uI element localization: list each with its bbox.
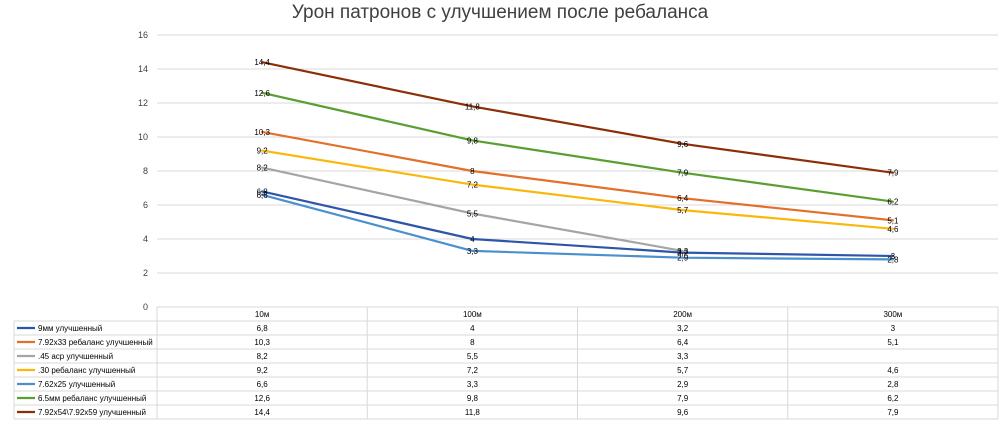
- y-tick-label: 10: [138, 132, 148, 142]
- table-cell: 5,1: [887, 338, 899, 347]
- table-cell: 14,4: [254, 408, 270, 417]
- table-cell: 8: [470, 338, 475, 347]
- y-tick-label: 16: [138, 30, 148, 40]
- data-label: 6,4: [677, 194, 689, 203]
- category-label: 10м: [255, 310, 269, 319]
- series-name: .30 ребаланс улучшенный: [38, 366, 135, 375]
- data-label: 4,6: [887, 225, 899, 234]
- data-label: 9,6: [677, 140, 689, 149]
- table-cell: 8,2: [257, 352, 269, 361]
- data-label: 8: [470, 167, 475, 176]
- series-line-4: [261, 149, 895, 230]
- y-tick-label: 0: [143, 302, 148, 312]
- data-label: 3,3: [467, 247, 479, 256]
- data-label: 9,2: [257, 147, 269, 156]
- y-tick-label: 4: [143, 234, 148, 244]
- data-label: 6,8: [257, 187, 269, 196]
- data-label: 2,9: [677, 254, 689, 263]
- table-cell: 9,2: [257, 366, 269, 375]
- series-line-2: [261, 130, 895, 222]
- chart-title: Урон патронов с улучшением после ребалан…: [291, 2, 709, 23]
- data-label: 3: [891, 252, 896, 261]
- table-cell: 5,7: [677, 366, 689, 375]
- series-line-6: [261, 91, 895, 203]
- data-labels: 6,8 4 3,2 3 10,3 8 6,4 5,1 8,2 5,5 3,3 9,2 7,2 5,7 4,6…: [254, 58, 899, 264]
- category-label: 300м: [883, 310, 902, 319]
- series-line-5: [261, 193, 895, 261]
- data-label: 2,8: [887, 255, 899, 264]
- series-line-1: [261, 190, 895, 258]
- data-label: 6,2: [887, 198, 899, 207]
- table-cell: 4: [470, 324, 475, 333]
- data-label: 12,6: [254, 89, 270, 98]
- category-label: 100м: [463, 310, 482, 319]
- table-cell: 2,9: [677, 380, 689, 389]
- table-cell: 6,6: [257, 380, 269, 389]
- data-label: 3,2: [677, 249, 689, 258]
- gridlines: [157, 34, 998, 308]
- series-lines: [261, 61, 895, 261]
- data-label: 6,6: [257, 191, 269, 200]
- data-label: 10,3: [254, 128, 270, 137]
- y-axis: 0 2 4 6 8 10 12 14 16: [138, 30, 148, 312]
- data-label: 7,9: [887, 169, 899, 178]
- table-cell: 11,8: [465, 408, 481, 417]
- data-label: 7,2: [467, 181, 479, 190]
- series-name: 9мм улучшенный: [38, 324, 102, 333]
- data-label: 7,9: [677, 169, 689, 178]
- table-cell: 7,2: [467, 366, 479, 375]
- data-label: 5,5: [467, 210, 479, 219]
- table-cell: 3,2: [677, 324, 689, 333]
- y-tick-label: 14: [138, 64, 148, 74]
- table-cell: 2,8: [887, 380, 899, 389]
- y-tick-label: 8: [143, 166, 148, 176]
- y-tick-label: 2: [143, 268, 148, 278]
- table-cell: 9,6: [677, 408, 689, 417]
- data-label: 9,8: [467, 136, 479, 145]
- table-cell: 6,8: [257, 324, 269, 333]
- table-cell: 6,2: [887, 394, 899, 403]
- y-tick-label: 6: [143, 200, 148, 210]
- table-cell: 3,3: [677, 352, 689, 361]
- data-label: 14,4: [254, 58, 270, 67]
- data-label: 11,8: [465, 102, 481, 111]
- data-label: 5,1: [887, 216, 899, 225]
- series-line-3: [261, 166, 684, 252]
- table-cell: 7,9: [677, 394, 689, 403]
- series-name: 7.92x54\7.92x59 улучшенный: [38, 408, 146, 417]
- table-cell: 4,6: [887, 366, 899, 375]
- series-name: .45 acp улучшенный: [38, 352, 113, 361]
- series-name: 6.5мм ребаланс улучшенный: [38, 394, 146, 403]
- series-line-7: [261, 61, 895, 174]
- data-label: 5,7: [677, 206, 689, 215]
- data-label: 3,3: [677, 247, 689, 256]
- category-label: 200м: [673, 310, 692, 319]
- data-label: 8,2: [257, 164, 269, 173]
- table-cell: 7,9: [887, 408, 899, 417]
- table-cell: 10,3: [254, 338, 270, 347]
- data-table: 10м 100м 200м 300м 9мм улучшенный 6,8 4 3,2 3 7.9…: [13, 307, 999, 420]
- table-cell: 6,4: [677, 338, 689, 347]
- series-name: 7.62x25 улучшенный: [38, 380, 115, 389]
- data-label: 4: [470, 235, 475, 244]
- table-cell: 3,3: [467, 380, 479, 389]
- y-tick-label: 12: [138, 98, 148, 108]
- series-name: 7.92x33 ребаланс улучшенный: [38, 338, 153, 347]
- table-cell: 12,6: [254, 394, 270, 403]
- table-cell: 9,8: [467, 394, 479, 403]
- table-cell: 5,5: [467, 352, 479, 361]
- table-cell: 3: [891, 324, 896, 333]
